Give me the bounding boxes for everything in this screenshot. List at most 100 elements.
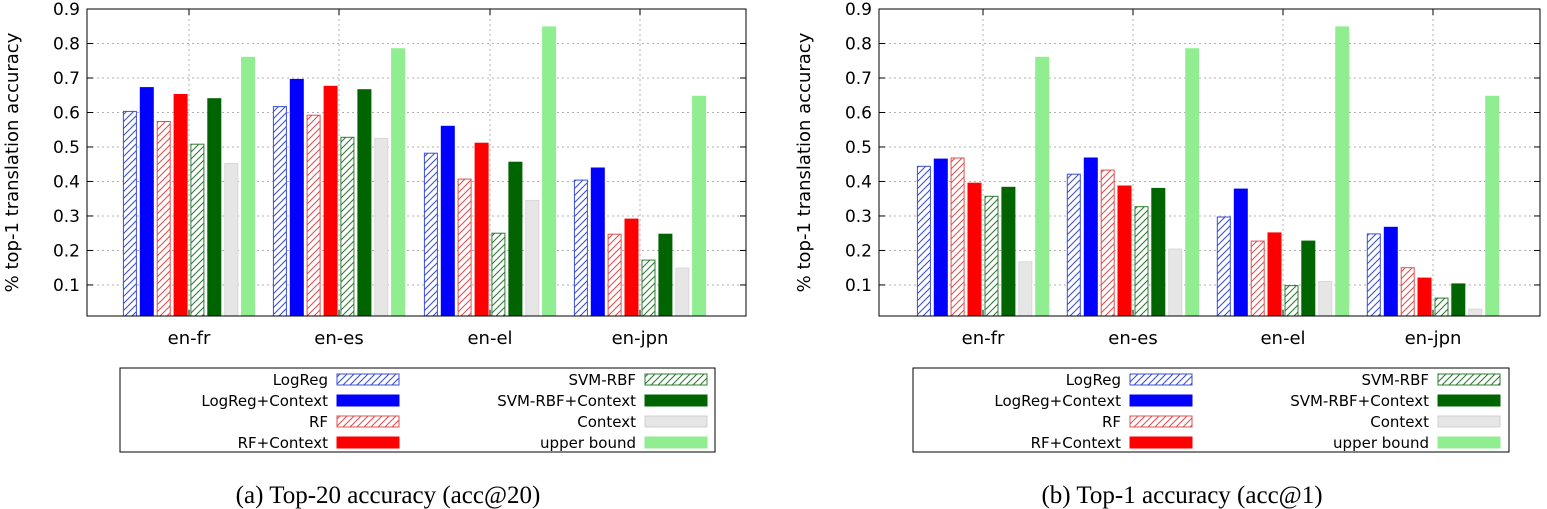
bar-logreg-en-es	[1066, 173, 1081, 317]
bar-logreg-en-fr	[122, 110, 137, 317]
y-axis-label: % top-1 translation accuracy	[794, 32, 815, 292]
legend-label-upper-bound: upper bound	[1333, 434, 1429, 452]
bar-rf-en-el	[457, 178, 472, 317]
y-tick-label: 0.8	[53, 34, 80, 54]
bar-rf-en-jpn	[1400, 267, 1415, 317]
bar-logreg-plus-context-en-jpn	[1383, 226, 1398, 317]
legend-swatch-logreg	[1129, 373, 1193, 386]
bar-svm-rbf-plus-context-en-es	[1151, 187, 1166, 317]
bar-upper-bound-en-es	[1185, 48, 1200, 317]
bar-svm-rbf-plus-context-en-es	[357, 89, 372, 317]
legend-swatch-rf	[1129, 415, 1193, 428]
legend-label-logreg-plus-context: LogReg+Context	[994, 392, 1121, 410]
bar-logreg-en-jpn	[1366, 233, 1381, 317]
legend-label-logreg-plus-context: LogReg+Context	[201, 392, 328, 410]
bar-svm-rbf-en-el	[491, 232, 506, 317]
bar-context-en-es	[374, 137, 389, 317]
bar-context-en-el	[1318, 281, 1333, 317]
y-tick-label: 0.7	[53, 69, 80, 89]
bar-upper-bound-en-jpn	[1485, 95, 1500, 317]
y-tick-label: 0.5	[53, 138, 80, 158]
x-category-label: en-jpn	[1405, 328, 1462, 349]
bar-logreg-en-jpn	[573, 179, 588, 317]
legend-label-context: Context	[577, 413, 636, 431]
legend-swatch-svm-rbf	[644, 373, 708, 386]
y-tick-label: 0.4	[53, 172, 80, 192]
legend-label-context: Context	[1370, 413, 1429, 431]
legend-box	[912, 367, 1510, 453]
bar-logreg-plus-context-en-es	[289, 78, 304, 317]
bar-rf-plus-context-en-fr	[173, 94, 188, 317]
bar-upper-bound-en-el	[542, 26, 557, 317]
y-tick-label: 0.9	[53, 0, 80, 20]
bar-logreg-plus-context-en-jpn	[590, 167, 605, 317]
legend-swatch-rf-plus-context	[336, 436, 400, 449]
y-tick-label: 0.9	[845, 0, 872, 20]
legend-label-svm-rbf: SVM-RBF	[569, 371, 636, 389]
legend-swatch-context	[644, 415, 708, 428]
chart-panel-b: 0.1 0.2 0.3 0.4 0.5 0.6 0.7 0.8 0.9 en-fr en-es en-…	[794, 0, 1541, 509]
bar-svm-rbf-en-el	[1284, 285, 1299, 317]
y-tick-label: 0.8	[845, 34, 872, 54]
bar-svm-rbf-en-es	[340, 136, 355, 317]
x-category-label: en-el	[467, 328, 512, 349]
bar-svm-rbf-plus-context-en-el	[508, 161, 523, 317]
bar-svm-rbf-en-jpn	[1434, 297, 1449, 317]
bar-context-en-fr	[224, 163, 239, 317]
legend-swatch-svm-rbf-plus-context	[644, 394, 708, 407]
legend-swatch-svm-rbf-plus-context	[1437, 394, 1501, 407]
x-category-label: en-es	[314, 328, 363, 349]
bar-context-en-jpn	[675, 267, 690, 317]
legend-swatch-rf	[336, 415, 400, 428]
bar-svm-rbf-plus-context-en-jpn	[658, 233, 673, 317]
bar-context-en-fr	[1018, 261, 1033, 317]
bar-rf-en-fr	[950, 157, 965, 317]
legend-swatch-upper-bound	[1437, 436, 1501, 449]
legend-label-svm-rbf-plus-context: SVM-RBF+Context	[1290, 392, 1429, 410]
bar-upper-bound-en-fr	[241, 56, 256, 317]
y-axis-label: % top-1 translation accuracy	[2, 32, 23, 292]
y-tick-label: 0.6	[53, 103, 80, 123]
bar-logreg-plus-context-en-fr	[139, 87, 154, 317]
x-category-label: en-jpn	[612, 328, 669, 349]
x-category-label: en-es	[1108, 328, 1157, 349]
legend-swatch-logreg-plus-context	[1129, 394, 1193, 407]
legend-swatch-logreg-plus-context	[336, 394, 400, 407]
bar-logreg-en-fr	[916, 165, 931, 317]
y-tick-label: 0.4	[845, 172, 872, 192]
bar-svm-rbf-en-fr	[984, 195, 999, 317]
bar-svm-rbf-plus-context-en-jpn	[1451, 283, 1466, 317]
bar-svm-rbf-plus-context-en-fr	[207, 98, 222, 317]
y-tick-label: 0.6	[845, 103, 872, 123]
bar-rf-plus-context-en-jpn	[624, 218, 639, 317]
legend-swatch-logreg	[336, 373, 400, 386]
y-tick-label: 0.1	[845, 276, 872, 296]
y-tick-label: 0.3	[53, 207, 80, 227]
bar-logreg-en-el	[1216, 216, 1231, 317]
bar-logreg-en-es	[272, 106, 287, 317]
bar-svm-rbf-plus-context-en-fr	[1001, 186, 1016, 317]
legend-label-rf-plus-context: RF+Context	[1031, 434, 1121, 452]
figure-caption: (b) Top-1 accuracy (acc@1)	[1041, 482, 1322, 509]
legend-box	[119, 367, 716, 453]
bar-rf-en-es	[306, 114, 321, 317]
bar-upper-bound-en-el	[1335, 26, 1350, 317]
bar-rf-plus-context-en-el	[474, 142, 489, 317]
bar-rf-en-fr	[156, 121, 171, 317]
legend-swatch-rf-plus-context	[1129, 436, 1193, 449]
legend-swatch-svm-rbf	[1437, 373, 1501, 386]
bar-rf-plus-context-en-es	[1117, 185, 1132, 317]
chart-panel-a: 0.1 0.2 0.3 0.4 0.5 0.6 0.7 0.8 0.9 en-fr en-es en-…	[2, 0, 747, 509]
plot-frame	[878, 8, 1541, 317]
legend-swatch-context	[1437, 415, 1501, 428]
bar-logreg-en-el	[423, 152, 438, 317]
bar-svm-rbf-plus-context-en-el	[1301, 240, 1316, 317]
legend-swatch-upper-bound	[644, 436, 708, 449]
legend-label-logreg: LogReg	[1066, 371, 1121, 389]
bar-svm-rbf-en-es	[1134, 206, 1149, 317]
bar-upper-bound-en-fr	[1035, 56, 1050, 317]
legend-label-svm-rbf-plus-context: SVM-RBF+Context	[497, 392, 636, 410]
legend-label-rf: RF	[1102, 413, 1121, 431]
x-category-label: en-fr	[962, 328, 1005, 349]
